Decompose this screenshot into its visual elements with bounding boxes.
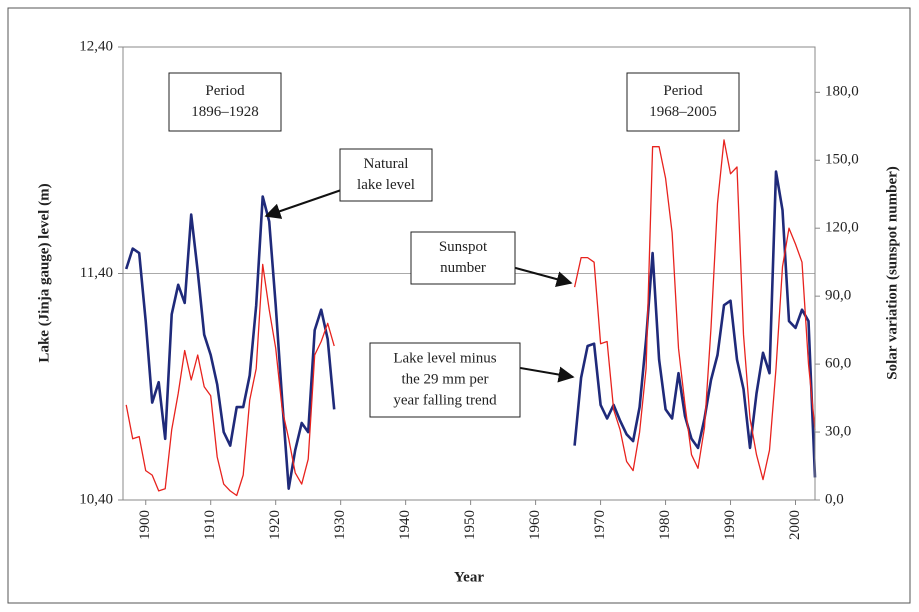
annotation-box [339, 148, 433, 202]
x-tick-label: 1990 [722, 510, 738, 540]
annotation: 1896–1928 [191, 104, 259, 120]
y2-tick-label: 60,0 [825, 356, 851, 372]
frame [7, 7, 911, 604]
y-axis-title: Lake (Jinja gauge) level (m) [36, 183, 52, 362]
y2-tick-label: 30,0 [825, 423, 851, 439]
x-tick-label: 1900 [137, 510, 153, 540]
arrow [264, 186, 351, 219]
y-tick-label: 12,40 [79, 38, 113, 54]
y-tick-label: 10,40 [79, 491, 113, 507]
data-line [125, 139, 816, 497]
y2-tick-label: 90,0 [825, 288, 851, 304]
annotation: year falling trend [393, 392, 497, 408]
annotation-box [626, 72, 740, 132]
annotation-box [369, 342, 521, 418]
x-tick-label: 1930 [332, 510, 348, 540]
y-tick-label: 11,40 [80, 265, 113, 281]
annotation: number [440, 260, 486, 276]
y2-tick-label: 180,0 [825, 84, 859, 100]
x-tick-label: 1980 [657, 510, 673, 540]
annotation: Period [205, 83, 245, 99]
x-tick-label: 1910 [202, 510, 218, 540]
y2-tick-label: 120,0 [825, 220, 859, 236]
y2-tick-label: 150,0 [825, 152, 859, 168]
annotation-box [410, 231, 516, 285]
y2-axis-title: Solar variation (sunspot number) [884, 166, 900, 380]
annotation: Natural [364, 156, 409, 172]
x-tick-label: 1960 [527, 510, 543, 540]
annotation: the 29 mm per [401, 371, 488, 387]
annotation: Lake level minus [393, 350, 496, 366]
data-line [124, 170, 817, 490]
x-tick-label: 2000 [787, 510, 803, 540]
annotation-box [168, 72, 282, 132]
x-tick-label: 1970 [592, 510, 608, 540]
annotation: Period [663, 83, 703, 99]
x-axis-title: Year [454, 569, 484, 585]
y2-tick-label: 0,0 [825, 491, 844, 507]
annotation: Sunspot [439, 239, 488, 255]
x-tick-label: 1940 [397, 510, 413, 540]
annotation: lake level [357, 177, 415, 193]
x-tick-label: 1950 [462, 510, 478, 540]
plot-lines [124, 139, 817, 497]
x-tick-label: 1920 [267, 510, 283, 540]
annotation: 1968–2005 [649, 104, 717, 120]
